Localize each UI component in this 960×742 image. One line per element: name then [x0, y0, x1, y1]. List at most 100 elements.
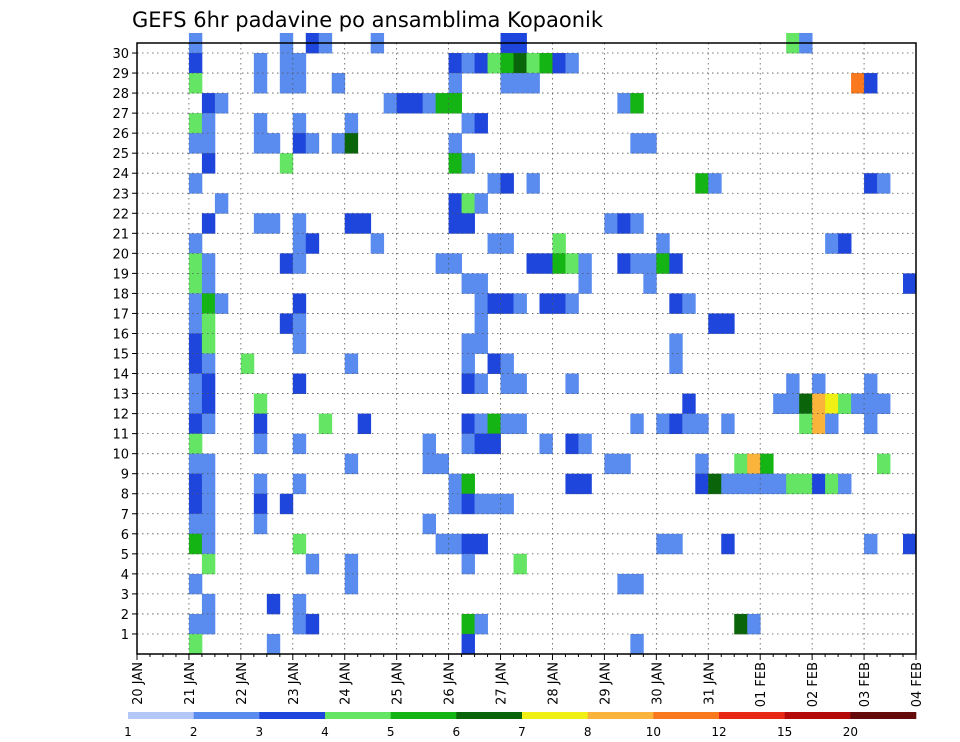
heatmap-cell [682, 393, 696, 414]
heatmap-cell [682, 293, 696, 314]
heatmap-cell [630, 633, 644, 655]
x-axis-date-ticks: 20 JAN 21 JAN 22 JAN 23 JAN 24 JAN 25 JAN 26 J… [131, 654, 925, 707]
heatmap-cell [292, 293, 307, 314]
heatmap-cell [617, 253, 631, 274]
heatmap-cell [825, 413, 839, 435]
heatmap-cell [435, 253, 449, 274]
x-tick-label: 02 FEB [806, 662, 821, 707]
heatmap-cell [604, 213, 618, 234]
heatmap-cell [643, 133, 657, 154]
heatmap-cell [708, 313, 722, 334]
heatmap-cell [292, 73, 307, 94]
heatmap-cell [552, 53, 566, 74]
y-tick-label: 22 [112, 207, 129, 222]
heatmap-cell [422, 513, 437, 535]
heatmap-cell [708, 173, 722, 194]
heatmap-cell [188, 453, 203, 475]
y-tick-label: 19 [112, 267, 129, 282]
heatmap-cell [461, 193, 475, 214]
heatmap-cell [253, 113, 268, 134]
heatmap-cell [292, 113, 307, 134]
heatmap-cell [643, 253, 657, 274]
heatmap-cell [461, 113, 475, 134]
colorbar-label: 20 [843, 725, 858, 739]
heatmap-cell [864, 413, 878, 435]
colorbar-segment [719, 712, 785, 719]
x-tick-label: 29 JAN [598, 662, 613, 705]
x-tick-label: 20 JAN [131, 662, 146, 705]
heatmap-cell [188, 633, 203, 655]
heatmap-cell [448, 213, 462, 234]
y-tick-label: 21 [112, 227, 129, 242]
colorbar-label: 8 [584, 725, 592, 739]
heatmap-cell [825, 233, 839, 254]
heatmap-cell [656, 533, 670, 555]
y-tick-label: 8 [121, 488, 129, 503]
heatmap-cell [188, 613, 203, 635]
heatmap-cell [877, 173, 891, 194]
heatmap-cell [695, 473, 709, 495]
y-tick-label: 26 [112, 127, 129, 142]
heatmap-cell [669, 353, 683, 374]
heatmap-cell [188, 533, 203, 555]
heatmap-cell [773, 393, 787, 414]
heatmap-cell [201, 153, 216, 174]
heatmap-cell [253, 473, 268, 495]
heatmap-cell [331, 73, 346, 94]
heatmap-cell [630, 253, 644, 274]
heatmap-cell [266, 133, 281, 154]
x-tick-label: 30 JAN [650, 662, 665, 705]
x-tick-label: 03 FEB [858, 662, 873, 707]
heatmap-cell [500, 233, 514, 254]
y-tick-label: 10 [112, 448, 129, 463]
heatmap-cell [630, 213, 644, 234]
heatmap-cell [500, 353, 514, 374]
heatmap-cell [292, 213, 307, 234]
heatmap-cell [682, 413, 696, 435]
heatmap-cell [305, 233, 320, 254]
heatmap-cell [461, 533, 475, 555]
y-tick-label: 29 [112, 67, 129, 82]
heatmap-cell [656, 253, 670, 274]
heatmap-cell [266, 633, 281, 655]
heatmap-cell [344, 573, 359, 595]
heatmap-cell [760, 453, 774, 475]
heatmap-cell [513, 73, 527, 94]
heatmap-cell [786, 393, 800, 414]
heatmap-cell [903, 533, 917, 555]
heatmap-cell [292, 433, 307, 455]
y-tick-label: 30 [112, 47, 129, 62]
heatmap-cell [461, 153, 475, 174]
heatmap-cell [786, 373, 800, 394]
heatmap-cell [461, 213, 475, 234]
heatmap-cell [487, 433, 501, 455]
x-tick-label: 31 JAN [702, 662, 717, 705]
y-tick-label: 7 [121, 508, 129, 523]
heatmap-cell [188, 373, 203, 394]
heatmap-cell [721, 313, 735, 334]
heatmap-cell [773, 473, 787, 495]
heatmap-cell [812, 473, 826, 495]
heatmap-cell [669, 253, 683, 274]
y-tick-label: 6 [121, 528, 129, 543]
y-tick-label: 5 [121, 548, 129, 563]
heatmap-cell [461, 413, 475, 435]
heatmap-cell [617, 453, 631, 475]
heatmap-cell [201, 593, 216, 615]
heatmap-cell [344, 353, 359, 374]
heatmap-cell [461, 353, 475, 374]
heatmap-cell [188, 313, 203, 334]
heatmap-cell [513, 553, 527, 575]
heatmap-cell [513, 373, 527, 394]
heatmap-cell [188, 253, 203, 274]
y-tick-label: 16 [112, 327, 129, 342]
heatmap-cell [292, 333, 307, 354]
heatmap-cell [448, 473, 462, 495]
heatmap-cell [500, 293, 514, 314]
colorbar-legend: 1 2 3 4 5 6 7 8 10 12 15 20 [124, 712, 917, 739]
heatmap-cell [214, 293, 229, 314]
heatmap-cell [695, 453, 709, 475]
grid-lines [137, 43, 916, 654]
colorbar-label: 10 [646, 725, 661, 739]
heatmap-cell [344, 453, 359, 475]
